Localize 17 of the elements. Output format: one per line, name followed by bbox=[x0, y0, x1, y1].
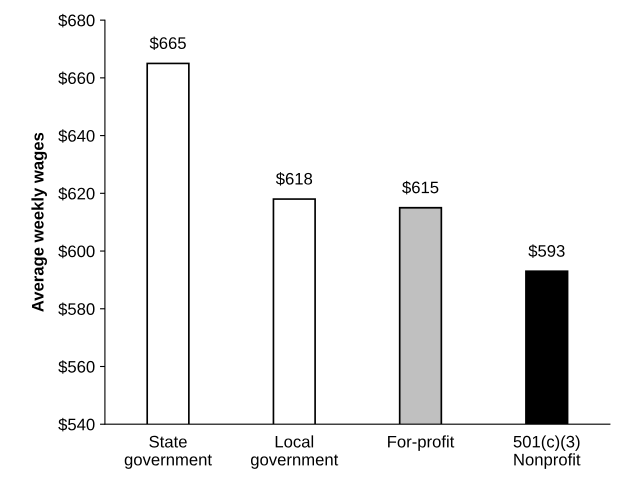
x-tick-label: State government bbox=[124, 436, 212, 469]
y-tick-label: $540 bbox=[58, 418, 95, 432]
x-tick-label: 501(c)(3) Nonprofit bbox=[514, 435, 580, 469]
y-tick-label: $580 bbox=[58, 302, 95, 316]
x-tick-label: For-profit bbox=[388, 435, 454, 451]
y-tick-label: $640 bbox=[58, 129, 95, 143]
y-tick-label: $560 bbox=[58, 360, 95, 374]
data-label: $615 bbox=[402, 180, 438, 194]
y-tick-label: $680 bbox=[58, 14, 95, 28]
y-tick-label: $620 bbox=[58, 187, 95, 201]
data-label: $593 bbox=[528, 244, 565, 258]
y-axis-title: Average weekly wages bbox=[31, 132, 48, 312]
data-label: $665 bbox=[150, 36, 186, 50]
y-tick-label: $600 bbox=[58, 244, 95, 258]
y-tick-label: $660 bbox=[58, 72, 95, 86]
x-tick-label: Local government bbox=[250, 435, 338, 469]
data-label: $618 bbox=[276, 172, 312, 186]
